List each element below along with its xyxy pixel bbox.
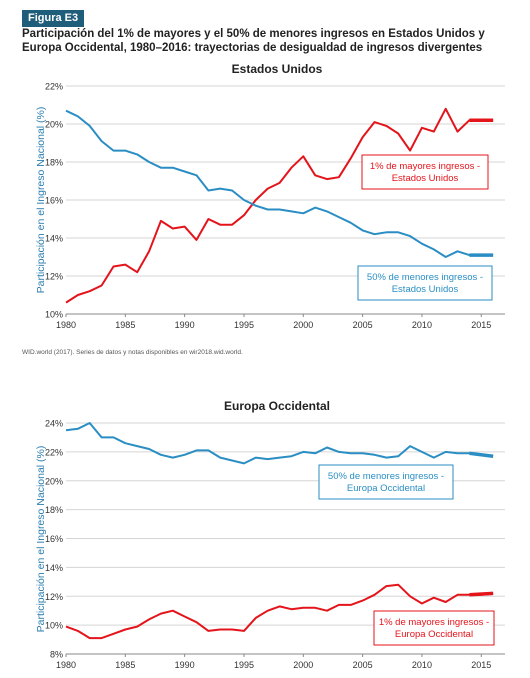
x-tick-label: 2005 bbox=[353, 320, 373, 330]
y-tick-label: 16% bbox=[45, 534, 63, 544]
series-label-top1: Estados Unidos bbox=[392, 173, 459, 184]
y-tick-label: 10% bbox=[45, 310, 63, 320]
x-tick-label: 1980 bbox=[56, 320, 76, 330]
series-label-top1: Europa Occidental bbox=[395, 629, 473, 640]
x-tick-label: 1985 bbox=[115, 320, 135, 330]
series-line-bottom50 bbox=[65, 109, 494, 258]
figure-title: Participación del 1% de mayores y el 50%… bbox=[22, 28, 485, 54]
x-tick-label: 2010 bbox=[412, 660, 432, 670]
y-tick-label: 24% bbox=[45, 419, 63, 429]
x-tick-label: 2000 bbox=[293, 320, 313, 330]
series-label-top1: 1% de mayores ingresos - bbox=[379, 617, 489, 628]
x-tick-label: 2000 bbox=[293, 660, 313, 670]
source-note: WID.world (2017). Series de datos y nota… bbox=[22, 349, 243, 356]
x-tick-label: 1985 bbox=[115, 660, 135, 670]
x-tick-label: 2010 bbox=[412, 320, 432, 330]
y-tick-label: 20% bbox=[45, 476, 63, 486]
y-tick-label: 14% bbox=[45, 563, 63, 573]
series-line-top1 bbox=[65, 107, 494, 304]
y-tick-label: 18% bbox=[45, 505, 63, 515]
series-label-box-bottom50 bbox=[357, 265, 493, 301]
y-tick-label: 22% bbox=[45, 447, 63, 457]
y-tick-label: 20% bbox=[45, 120, 63, 130]
series-label-box-top1 bbox=[373, 610, 495, 646]
x-tick-label: 1980 bbox=[56, 660, 76, 670]
series-line-top1 bbox=[65, 583, 494, 640]
series-label-bottom50: 50% de menores ingresos - bbox=[328, 471, 444, 482]
y-tick-label: 16% bbox=[45, 196, 63, 206]
x-tick-label: 1990 bbox=[175, 320, 195, 330]
figure-badge: Figura E3 bbox=[22, 10, 85, 27]
series-end-top1 bbox=[469, 591, 494, 597]
series-line-bottom50 bbox=[65, 422, 494, 465]
series-label-bottom50: Estados Unidos bbox=[392, 284, 459, 295]
chart-ylabel-europe: Participación en el Ingreso Nacional (%) bbox=[35, 446, 47, 633]
y-tick-label: 10% bbox=[45, 621, 63, 631]
x-tick-label: 1990 bbox=[175, 660, 195, 670]
y-tick-label: 14% bbox=[45, 234, 63, 244]
plot-0: 10% 12% 14% 16% 18% 20% 22% 1980 1985 1990 1995 200… bbox=[45, 82, 505, 330]
chart-title-us: Estados Unidos bbox=[232, 62, 323, 76]
chart-ylabel-us: Participación en el Ingreso Nacional (%) bbox=[35, 107, 47, 294]
y-tick-label: 18% bbox=[45, 158, 63, 168]
x-tick-label: 2005 bbox=[353, 660, 373, 670]
y-tick-label: 22% bbox=[45, 82, 63, 92]
series-label-top1: 1% de mayores ingresos - bbox=[370, 161, 480, 172]
series-label-bottom50: Europa Occidental bbox=[347, 483, 425, 494]
series-label-box-bottom50 bbox=[318, 464, 454, 500]
plot-1: 8% 10% 12% 14% 16% 18% 20% 22% 24% 1980 1985 1990 19… bbox=[45, 419, 505, 670]
chart-title-europe: Europa Occidental bbox=[224, 399, 330, 413]
x-tick-label: 2015 bbox=[471, 320, 491, 330]
y-tick-label: 8% bbox=[50, 650, 63, 660]
y-tick-label: 12% bbox=[45, 272, 63, 282]
series-label-bottom50: 50% de menores ingresos - bbox=[367, 272, 483, 283]
x-tick-label: 1995 bbox=[234, 320, 254, 330]
series-label-box-top1 bbox=[361, 154, 489, 190]
series-end-bottom50 bbox=[469, 451, 494, 458]
y-tick-label: 12% bbox=[45, 592, 63, 602]
x-tick-label: 1995 bbox=[234, 660, 254, 670]
x-tick-label: 2015 bbox=[471, 660, 491, 670]
